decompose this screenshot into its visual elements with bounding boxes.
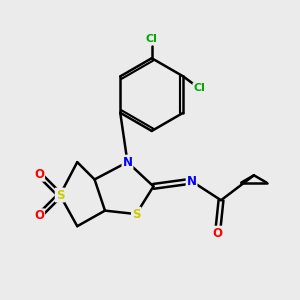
Text: O: O — [34, 209, 44, 222]
Text: N: N — [187, 175, 196, 188]
Text: N: N — [122, 156, 133, 169]
Text: Cl: Cl — [146, 34, 158, 44]
Text: Cl: Cl — [194, 83, 205, 93]
Text: S: S — [132, 208, 140, 220]
Text: S: S — [56, 188, 64, 202]
Text: O: O — [212, 226, 223, 240]
Text: O: O — [34, 168, 44, 181]
